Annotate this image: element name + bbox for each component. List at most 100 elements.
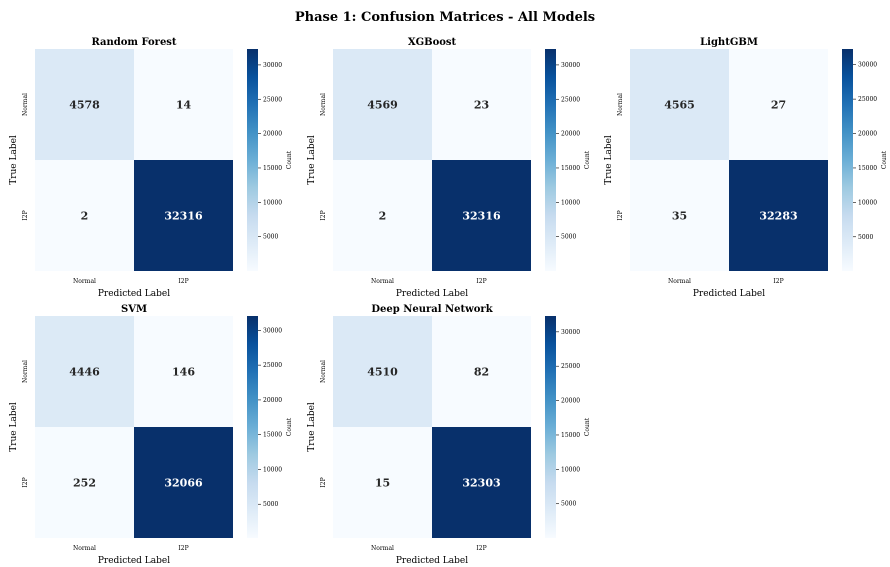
panel-title: Deep Neural Network bbox=[371, 304, 493, 315]
cell-value-label: 14 bbox=[176, 99, 192, 112]
x-axis-label: Predicted Label bbox=[98, 289, 170, 299]
colorbar-tick-label: 10000 bbox=[561, 466, 580, 473]
colorbar-tick-label: 10000 bbox=[263, 199, 282, 206]
heatmap-cell bbox=[35, 160, 134, 271]
x-tick-label: Normal bbox=[73, 545, 96, 552]
x-tick-label: I2P bbox=[178, 545, 188, 552]
cell-value-label: 27 bbox=[771, 99, 786, 112]
cell-value-label: 4565 bbox=[664, 99, 695, 112]
x-axis-label: Predicted Label bbox=[396, 556, 468, 566]
x-tick-label: I2P bbox=[476, 545, 486, 552]
colorbar bbox=[842, 49, 853, 271]
cell-value-label: 32283 bbox=[759, 210, 797, 223]
panel-title: Random Forest bbox=[91, 37, 176, 48]
cell-value-label: 2 bbox=[379, 210, 387, 223]
cell-value-label: 4569 bbox=[367, 99, 398, 112]
confusion-matrix-panel: 4510 82 15 32303 Deep Neural Network Normal I2… bbox=[307, 304, 591, 566]
y-tick-label: I2P bbox=[320, 477, 327, 487]
heatmap-cell bbox=[333, 160, 432, 271]
heatmap-cell bbox=[134, 316, 233, 427]
heatmap-cell bbox=[134, 427, 233, 538]
cell-value-label: 146 bbox=[172, 366, 195, 379]
heatmap-cell bbox=[630, 49, 729, 160]
colorbar-tick-label: 15000 bbox=[561, 165, 580, 172]
cell-value-label: 2 bbox=[81, 210, 89, 223]
y-tick-label: Normal bbox=[22, 360, 29, 383]
colorbar-tick-label: 5000 bbox=[858, 234, 873, 241]
colorbar-tick-label: 15000 bbox=[263, 165, 282, 172]
heatmap-cell bbox=[630, 160, 729, 271]
y-axis-label: True Label bbox=[307, 135, 317, 185]
confusion-matrix-panel: 4569 23 2 32316 XGBoost Normal I2P Predicted La… bbox=[307, 37, 591, 299]
colorbar-label: Count bbox=[286, 150, 293, 169]
colorbar-label: Count bbox=[881, 150, 888, 169]
cell-value-label: 32066 bbox=[164, 477, 203, 490]
heatmap-cell bbox=[432, 49, 531, 160]
heatmap-cell bbox=[432, 427, 531, 538]
colorbar bbox=[247, 316, 258, 538]
x-axis-label: Predicted Label bbox=[693, 289, 765, 299]
colorbar-tick-label: 25000 bbox=[561, 96, 580, 103]
colorbar-tick-label: 30000 bbox=[858, 62, 877, 69]
cell-value-label: 23 bbox=[474, 99, 489, 112]
x-tick-label: I2P bbox=[476, 278, 486, 285]
colorbar-tick-label: 20000 bbox=[263, 397, 282, 404]
cell-value-label: 82 bbox=[474, 366, 489, 379]
colorbar-tick-label: 30000 bbox=[561, 62, 580, 69]
colorbar-label: Count bbox=[584, 150, 591, 169]
y-tick-label: I2P bbox=[22, 210, 29, 220]
panel-title: SVM bbox=[121, 304, 147, 315]
colorbar-tick-label: 15000 bbox=[858, 165, 877, 172]
y-tick-label: Normal bbox=[22, 93, 29, 116]
colorbar bbox=[247, 49, 258, 271]
y-axis-label: True Label bbox=[307, 402, 317, 452]
x-tick-label: I2P bbox=[773, 278, 783, 285]
colorbar-tick-label: 5000 bbox=[561, 501, 576, 508]
panel-title: LightGBM bbox=[700, 37, 758, 48]
heatmap-cell bbox=[432, 160, 531, 271]
heatmap-cell bbox=[333, 427, 432, 538]
colorbar-label: Count bbox=[584, 417, 591, 436]
heatmap-cell bbox=[35, 49, 134, 160]
x-tick-label: Normal bbox=[371, 545, 394, 552]
colorbar-tick-label: 5000 bbox=[263, 501, 278, 508]
heatmap-cell bbox=[333, 49, 432, 160]
colorbar-tick-label: 25000 bbox=[263, 362, 282, 369]
x-tick-label: Normal bbox=[73, 278, 96, 285]
colorbar bbox=[545, 49, 556, 271]
colorbar-tick-label: 30000 bbox=[263, 62, 282, 69]
cell-value-label: 4510 bbox=[367, 366, 398, 379]
x-axis-label: Predicted Label bbox=[396, 289, 468, 299]
confusion-matrix-panel: 4446 146 252 32066 SVM Normal I2P Predicted Lab… bbox=[9, 304, 293, 566]
heatmap-cell bbox=[729, 160, 828, 271]
heatmap-cell bbox=[432, 316, 531, 427]
cell-value-label: 32316 bbox=[164, 210, 203, 223]
figure-title: Phase 1: Confusion Matrices - All Models bbox=[295, 10, 595, 25]
colorbar bbox=[545, 316, 556, 538]
colorbar-tick-label: 10000 bbox=[561, 199, 580, 206]
y-tick-label: I2P bbox=[320, 210, 327, 220]
colorbar-label: Count bbox=[286, 417, 293, 436]
colorbar-tick-label: 30000 bbox=[561, 329, 580, 336]
y-tick-label: I2P bbox=[617, 210, 624, 220]
colorbar-tick-label: 15000 bbox=[561, 432, 580, 439]
cell-value-label: 32303 bbox=[462, 477, 500, 490]
x-tick-label: Normal bbox=[668, 278, 691, 285]
heatmap-cell bbox=[333, 316, 432, 427]
cell-value-label: 4578 bbox=[69, 99, 100, 112]
colorbar-tick-label: 25000 bbox=[263, 96, 282, 103]
panel-title: XGBoost bbox=[408, 37, 457, 48]
cell-value-label: 15 bbox=[375, 477, 390, 490]
x-tick-label: Normal bbox=[371, 278, 394, 285]
y-tick-label: I2P bbox=[22, 477, 29, 487]
heatmap-cell bbox=[134, 160, 233, 271]
colorbar-tick-label: 25000 bbox=[858, 96, 877, 103]
heatmap-cell bbox=[134, 49, 233, 160]
colorbar-tick-label: 5000 bbox=[561, 234, 576, 241]
cell-value-label: 35 bbox=[672, 210, 687, 223]
y-axis-label: True Label bbox=[9, 135, 19, 185]
y-tick-label: Normal bbox=[617, 93, 624, 116]
colorbar-tick-label: 15000 bbox=[263, 432, 282, 439]
x-tick-label: I2P bbox=[178, 278, 188, 285]
